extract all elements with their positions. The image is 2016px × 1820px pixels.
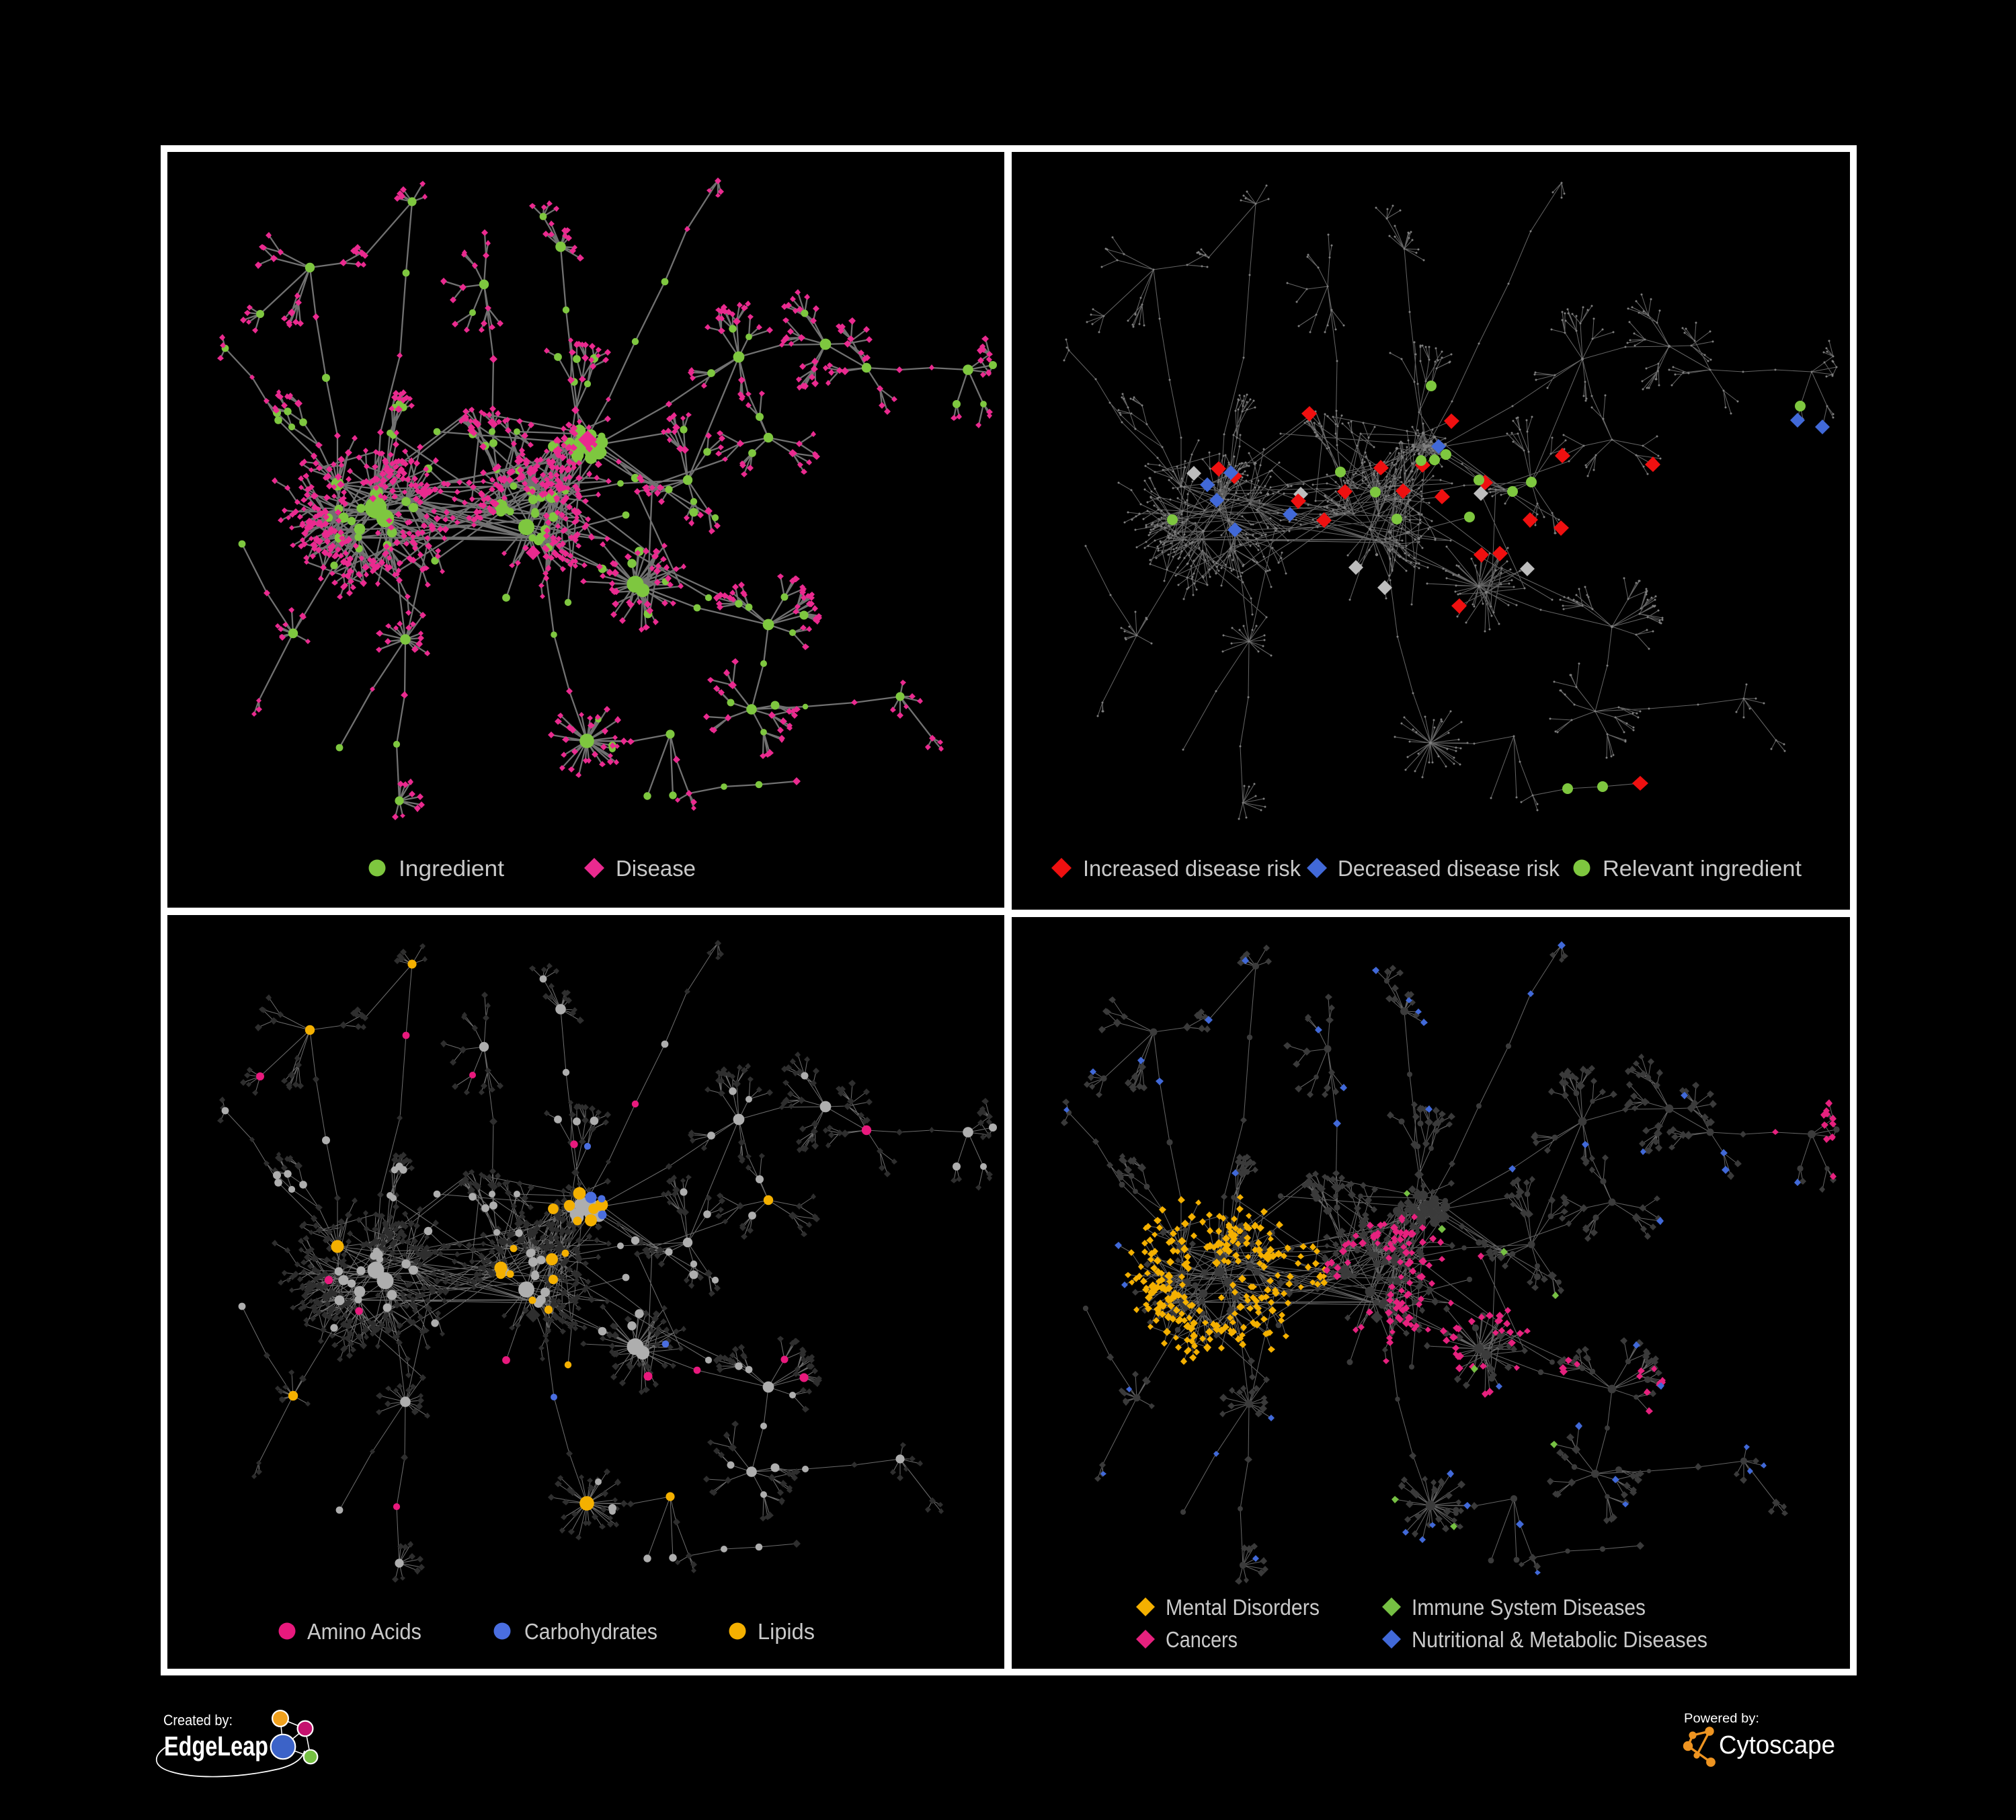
svg-text:Lipids: Lipids xyxy=(758,1619,815,1644)
svg-text:Decreased disease risk: Decreased disease risk xyxy=(1338,856,1560,881)
svg-text:Disease: Disease xyxy=(616,856,696,881)
svg-text:Ingredient: Ingredient xyxy=(399,856,504,881)
svg-text:EdgeLeap: EdgeLeap xyxy=(164,1731,268,1762)
svg-text:Immune System Diseases: Immune System Diseases xyxy=(1412,1595,1646,1620)
svg-text:Powered by:: Powered by: xyxy=(1684,1712,1759,1726)
svg-text:Amino Acids: Amino Acids xyxy=(307,1619,421,1644)
svg-text:Carbohydrates: Carbohydrates xyxy=(524,1619,657,1644)
svg-text:Mental Disorders: Mental Disorders xyxy=(1166,1595,1320,1620)
svg-text:Cancers: Cancers xyxy=(1166,1627,1238,1652)
svg-text:Cytoscape: Cytoscape xyxy=(1719,1731,1835,1759)
svg-text:Nutritional & Metabolic Diseas: Nutritional & Metabolic Diseases xyxy=(1412,1627,1707,1652)
svg-text:Relevant ingredient: Relevant ingredient xyxy=(1603,856,1802,881)
svg-text:Increased disease risk: Increased disease risk xyxy=(1083,856,1301,881)
svg-text:Created by:: Created by: xyxy=(163,1712,233,1729)
